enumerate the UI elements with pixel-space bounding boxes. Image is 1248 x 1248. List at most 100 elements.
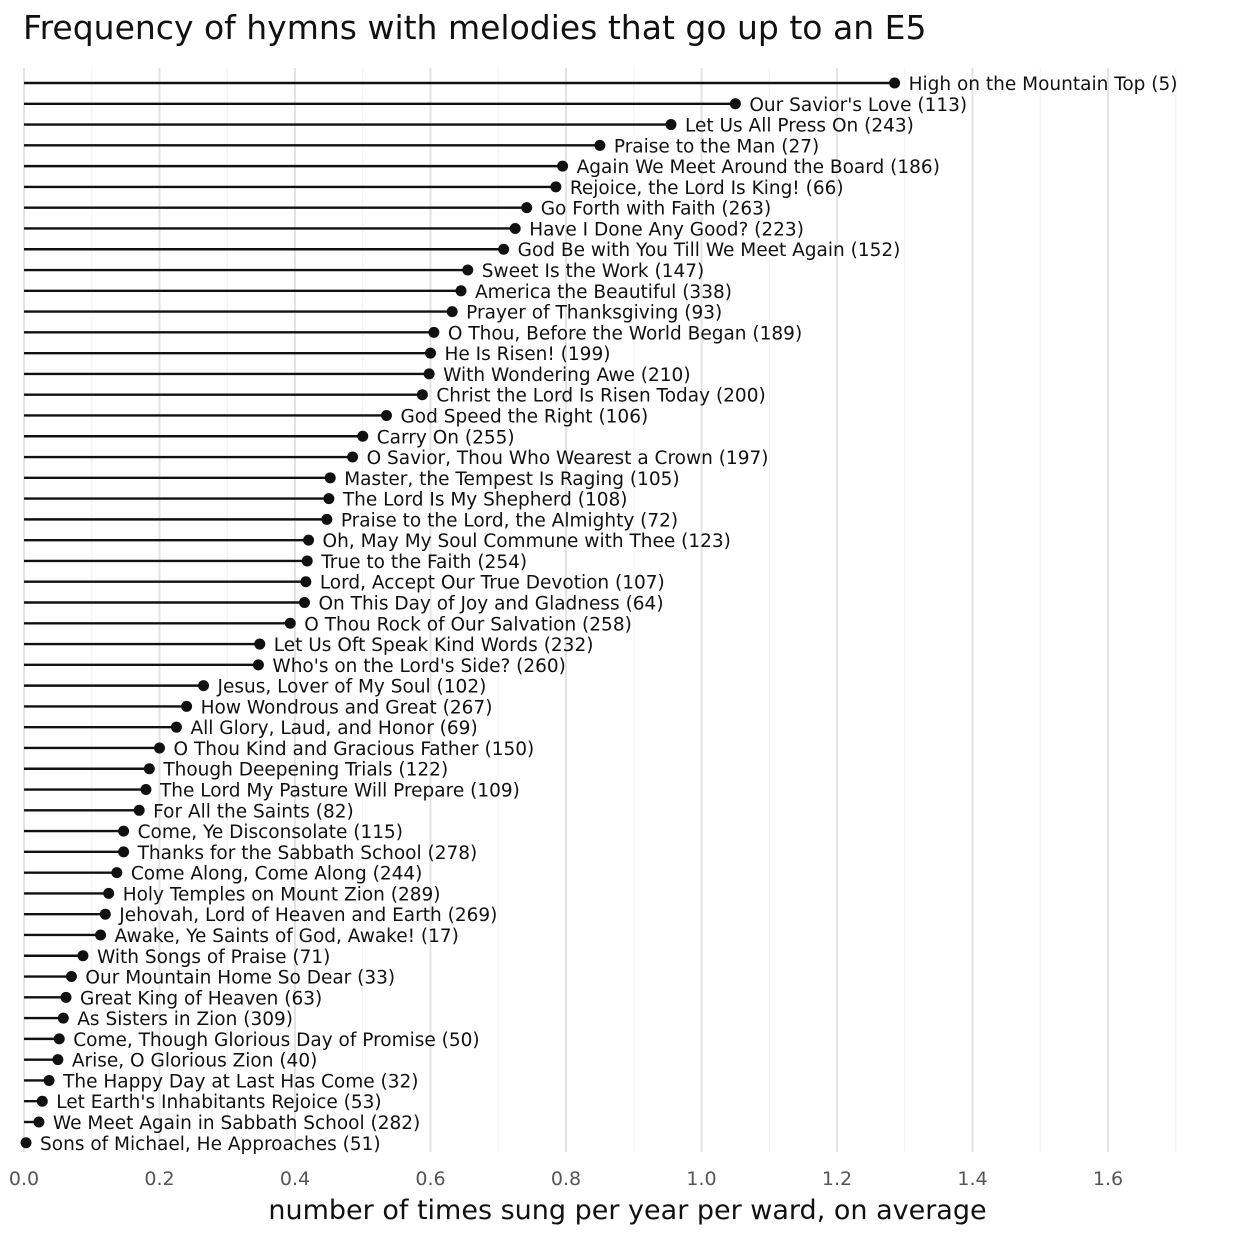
bar-label: On This Day of Joy and Gladness (64) xyxy=(318,594,663,615)
lollipop-point xyxy=(65,971,77,983)
bar-label: Great King of Heaven (63) xyxy=(80,988,322,1009)
x-axis-ticks: 0.0 0.2 0.4 0.6 0.8 1.0 1.2 1.4 1.6 xyxy=(9,1168,1123,1190)
lollipop-point xyxy=(33,1116,45,1128)
lollipop-point xyxy=(99,908,111,920)
bar-label: Prayer of Thanksgiving (93) xyxy=(466,303,722,324)
x-tick-label: 1.4 xyxy=(957,1168,987,1190)
x-tick-label: 0.4 xyxy=(280,1168,310,1190)
lollipop-point xyxy=(889,77,901,89)
x-tick-label: 0.0 xyxy=(9,1168,39,1190)
bar-label: Sweet Is the Work (147) xyxy=(482,261,704,282)
lollipop-point xyxy=(347,451,359,463)
lollipop-point xyxy=(425,347,436,359)
bar-label: How Wondrous and Great (267) xyxy=(201,697,493,718)
lollipop-point xyxy=(284,617,296,629)
bar-label: Again We Meet Around the Board (186) xyxy=(577,157,940,178)
lollipop-point xyxy=(53,1033,65,1045)
lollipop-point xyxy=(254,638,266,650)
bar-label: O Thou, Before the World Began (189) xyxy=(448,323,802,344)
bar-label: Let Us Oft Speak Kind Words (232) xyxy=(274,635,594,656)
bar-label: O Thou Kind and Gracious Father (150) xyxy=(174,739,535,760)
lollipop-point xyxy=(300,576,312,588)
x-tick-label: 0.6 xyxy=(415,1168,445,1190)
lollipop-point xyxy=(77,950,89,962)
lollipop-point xyxy=(357,430,369,442)
lollipop-point xyxy=(557,160,569,172)
lollipop-point xyxy=(380,409,392,421)
bar-label: True to the Faith (254) xyxy=(320,552,527,573)
chart-marks: High on the Mountain Top (5)Our Savior's… xyxy=(20,74,1178,1155)
lollipop-point xyxy=(321,513,333,525)
bar-label: Our Savior's Love (113) xyxy=(749,95,967,116)
lollipop-point xyxy=(43,1074,55,1086)
lollipop-point xyxy=(665,119,677,131)
bar-label: With Wondering Awe (210) xyxy=(443,365,690,386)
lollipop-point xyxy=(428,326,440,338)
lollipop-point xyxy=(498,243,510,255)
lollipop-point xyxy=(103,887,115,899)
bar-label: With Songs of Praise (71) xyxy=(97,947,330,968)
bar-label: Awake, Ye Saints of God, Awake! (17) xyxy=(115,926,459,947)
lollipop-point xyxy=(95,929,107,941)
lollipop-point xyxy=(252,659,264,671)
bar-label: Our Mountain Home So Dear (33) xyxy=(85,968,395,989)
lollipop-point xyxy=(301,555,313,567)
lollipop-point xyxy=(423,368,435,380)
bar-label: Who's on the Lord's Side? (260) xyxy=(272,656,566,677)
bar-label: All Glory, Laud, and Honor (69) xyxy=(190,718,477,739)
x-tick-label: 0.8 xyxy=(551,1168,581,1190)
bar-label: O Savior, Thou Who Wearest a Crown (197) xyxy=(367,448,769,469)
bar-label: Arise, O Glorious Zion (40) xyxy=(72,1051,317,1072)
lollipop-point xyxy=(324,472,336,484)
lollipop-point xyxy=(198,680,210,692)
x-tick-label: 1.2 xyxy=(822,1168,852,1190)
lollipop-point xyxy=(57,1012,69,1024)
lollipop-point xyxy=(550,181,562,193)
lollipop-point xyxy=(118,825,130,837)
x-tick-label: 0.2 xyxy=(144,1168,174,1190)
bar-label: For All the Saints (82) xyxy=(153,801,354,822)
bar-label: Come, Though Glorious Day of Promise (50… xyxy=(73,1030,479,1051)
bar-label: Sons of Michael, He Approaches (51) xyxy=(40,1134,381,1155)
lollipop-point xyxy=(462,264,474,276)
x-tick-label: 1.6 xyxy=(1093,1168,1123,1190)
bar-label: Go Forth with Faith (263) xyxy=(541,199,771,220)
bar-label: The Lord Is My Shepherd (108) xyxy=(342,490,628,511)
bar-label: Though Deepening Trials (122) xyxy=(162,760,448,781)
lollipop-point xyxy=(509,222,521,234)
bar-label: Praise to the Lord, the Almighty (72) xyxy=(341,510,678,531)
lollipop-point xyxy=(594,139,606,151)
bar-label: Christ the Lord Is Risen Today (200) xyxy=(436,386,765,407)
bar-label: Praise to the Man (27) xyxy=(614,136,819,157)
bar-label: High on the Mountain Top (5) xyxy=(909,74,1178,95)
bar-label: Come, Ye Disconsolate (115) xyxy=(138,822,403,843)
lollipop-point xyxy=(416,389,428,401)
bar-label: Have I Done Any Good? (223) xyxy=(529,219,804,240)
x-tick-label: 1.0 xyxy=(686,1168,716,1190)
lollipop-point xyxy=(118,846,130,858)
bar-label: America the Beautiful (338) xyxy=(475,282,732,303)
bar-label: O Thou Rock of Our Salvation (258) xyxy=(304,614,632,635)
lollipop-point xyxy=(52,1054,64,1066)
lollipop-point xyxy=(455,285,467,297)
bar-label: Holy Temples on Mount Zion (289) xyxy=(123,884,441,905)
lollipop-point xyxy=(36,1095,48,1107)
bar-label: Thanks for the Sabbath School (278) xyxy=(137,843,478,864)
lollipop-point xyxy=(323,493,335,505)
lollipop-point xyxy=(154,742,165,754)
chart-title: Frequency of hymns with melodies that go… xyxy=(23,8,927,47)
bar-label: Jehovah, Lord of Heaven and Earth (269) xyxy=(118,905,497,926)
bar-label: Jesus, Lover of My Soul (102) xyxy=(217,677,487,698)
bar-label: Oh, May My Soul Commune with Thee (123) xyxy=(323,531,731,552)
lollipop-point xyxy=(181,700,193,712)
bar-label: The Lord My Pasture Will Prepare (109) xyxy=(159,781,520,802)
bar-label: Carry On (255) xyxy=(377,427,515,448)
bar-label: Let Us All Press On (243) xyxy=(685,116,914,137)
bar-label: The Happy Day at Last Has Come (32) xyxy=(62,1071,418,1092)
lollipop-point xyxy=(303,534,315,546)
bar-label: God Speed the Right (106) xyxy=(400,406,648,427)
lollipop-point xyxy=(143,763,155,775)
bar-label: Let Earth's Inhabitants Rejoice (53) xyxy=(56,1092,381,1113)
lollipop-point xyxy=(111,867,123,879)
